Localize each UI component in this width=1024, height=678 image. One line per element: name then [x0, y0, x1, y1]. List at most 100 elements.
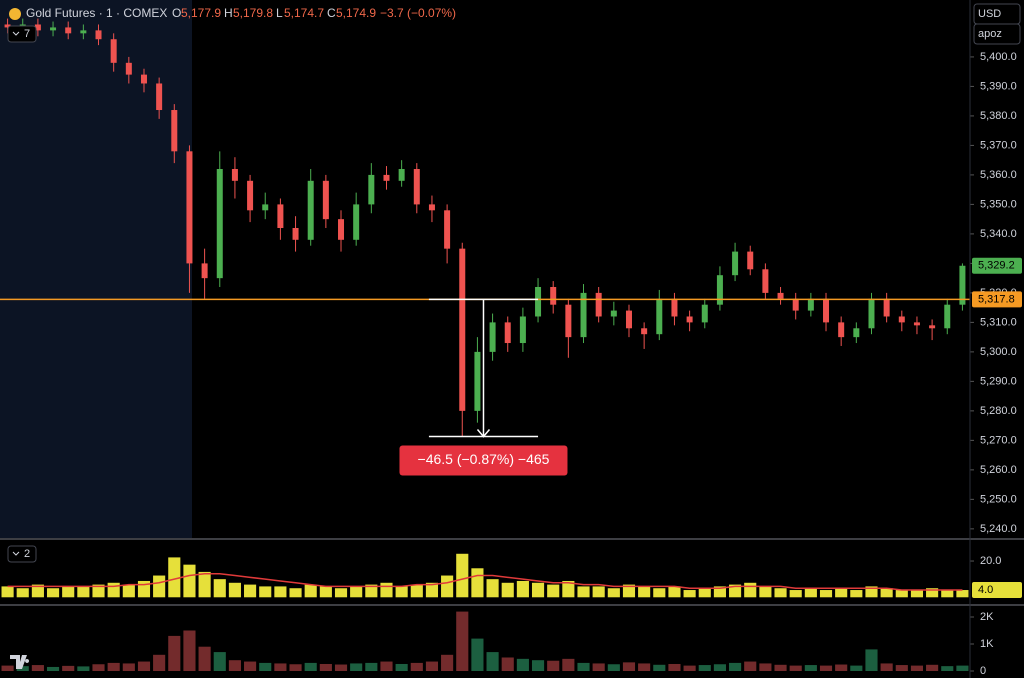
price-tag [972, 257, 1022, 274]
candle-body [34, 24, 41, 31]
measure-box [399, 445, 568, 476]
volume-bar [46, 588, 60, 598]
volume-bar [31, 584, 44, 598]
volume-bar [759, 586, 772, 598]
y-tick-label: 5,250.0 [980, 493, 1017, 505]
price-tag-label: 4.0 [978, 584, 993, 596]
volume-bar [289, 588, 302, 598]
volume-bar [122, 663, 135, 672]
volume-bar [319, 586, 332, 598]
volume-bar [244, 584, 257, 598]
volume-bar [31, 665, 44, 672]
candle-body [413, 169, 420, 205]
candle-body [50, 27, 57, 31]
collapse-button[interactable] [7, 25, 37, 43]
volume-bar [380, 661, 393, 672]
candle-body [868, 298, 875, 329]
volume-bar [319, 663, 332, 672]
candle-body [580, 292, 587, 338]
candle-body [171, 110, 178, 152]
volume-bar [350, 663, 363, 672]
volume-bar [698, 588, 711, 598]
candle-body [838, 322, 845, 338]
y-tick-label: 5,370.0 [980, 139, 1017, 151]
volume-bar [16, 666, 29, 672]
y-tick-label: 5,340.0 [980, 228, 1017, 240]
l-label: L [276, 6, 283, 20]
y-tick-label: 5,260.0 [980, 464, 1017, 476]
panel-toggle[interactable]: 7 [24, 28, 30, 40]
volume-bar [592, 586, 605, 598]
volume-bar [334, 664, 348, 672]
candle-body [322, 180, 329, 220]
candle-body [368, 174, 375, 205]
candle-body [201, 263, 208, 279]
collapse-button[interactable] [7, 545, 37, 563]
volume-bar [244, 661, 257, 672]
volume-bar [213, 579, 226, 598]
scale-mode[interactable]: apoz [978, 28, 1002, 40]
y-tick-label: 5,400.0 [980, 51, 1017, 63]
volume-bar [304, 584, 317, 598]
scale-button[interactable] [973, 23, 1021, 45]
y-tick-label: 5,310.0 [980, 316, 1017, 328]
y-tick-label: 5,360.0 [980, 169, 1017, 181]
candle-body [777, 292, 784, 299]
legend: Gold Futures · 1 · COMEX O 5,177.9 H 5,1… [9, 6, 456, 20]
currency[interactable]: USD [978, 8, 1001, 20]
volume-bar [168, 557, 181, 598]
volume-bar [92, 584, 105, 598]
candle-body [747, 251, 754, 270]
volume-bar [607, 588, 620, 598]
volume-bar [941, 666, 954, 672]
volume-bar [819, 665, 833, 672]
volume-bar [683, 590, 696, 598]
candle-body [186, 151, 193, 264]
panel-toggle[interactable]: 2 [24, 548, 30, 560]
volume-bar [744, 661, 757, 672]
candle-body [550, 286, 557, 305]
candle-body [792, 298, 799, 311]
candle-body [262, 204, 269, 211]
candle-body [671, 298, 678, 317]
logo [10, 655, 30, 669]
volume-bar [577, 662, 590, 672]
volume-bar [926, 588, 939, 598]
volume-bar [501, 657, 514, 672]
volume-bar [562, 580, 575, 598]
volume-bar [137, 661, 151, 672]
candle-body [656, 298, 663, 335]
volume-bar [380, 582, 393, 598]
volume-bar [941, 590, 954, 598]
volume-bar [62, 665, 75, 672]
volume-bar [729, 584, 742, 598]
candle-body [140, 74, 147, 84]
y-tick-label: 5,280.0 [980, 405, 1017, 417]
volume-bar [198, 646, 211, 672]
candle-body [504, 322, 511, 344]
volume-bar [259, 586, 272, 598]
y-tick-label: 5,390.0 [980, 80, 1017, 92]
volume-bar [122, 584, 135, 598]
candle-body [428, 204, 435, 211]
candle-body [519, 316, 526, 344]
volume-bar [1, 665, 14, 672]
volume-bar [653, 588, 666, 598]
candle-body [65, 27, 72, 34]
volume-bar [456, 611, 469, 672]
volume-bar [471, 638, 484, 672]
volume-bar [910, 665, 924, 672]
candle-body [307, 180, 314, 240]
volume-bar [183, 630, 196, 672]
candle-body [853, 328, 860, 338]
candle-body [535, 286, 542, 317]
candle-body [277, 204, 284, 229]
y-tick-label: 5,290.0 [980, 375, 1017, 387]
price-tag [972, 291, 1022, 308]
candle-body [231, 169, 238, 181]
volume-bar [531, 582, 545, 598]
volume-bar [577, 586, 590, 598]
y-tick-label: 5,240.0 [980, 523, 1017, 535]
pre-session-shade [0, 0, 192, 538]
volume-bar [410, 584, 423, 598]
